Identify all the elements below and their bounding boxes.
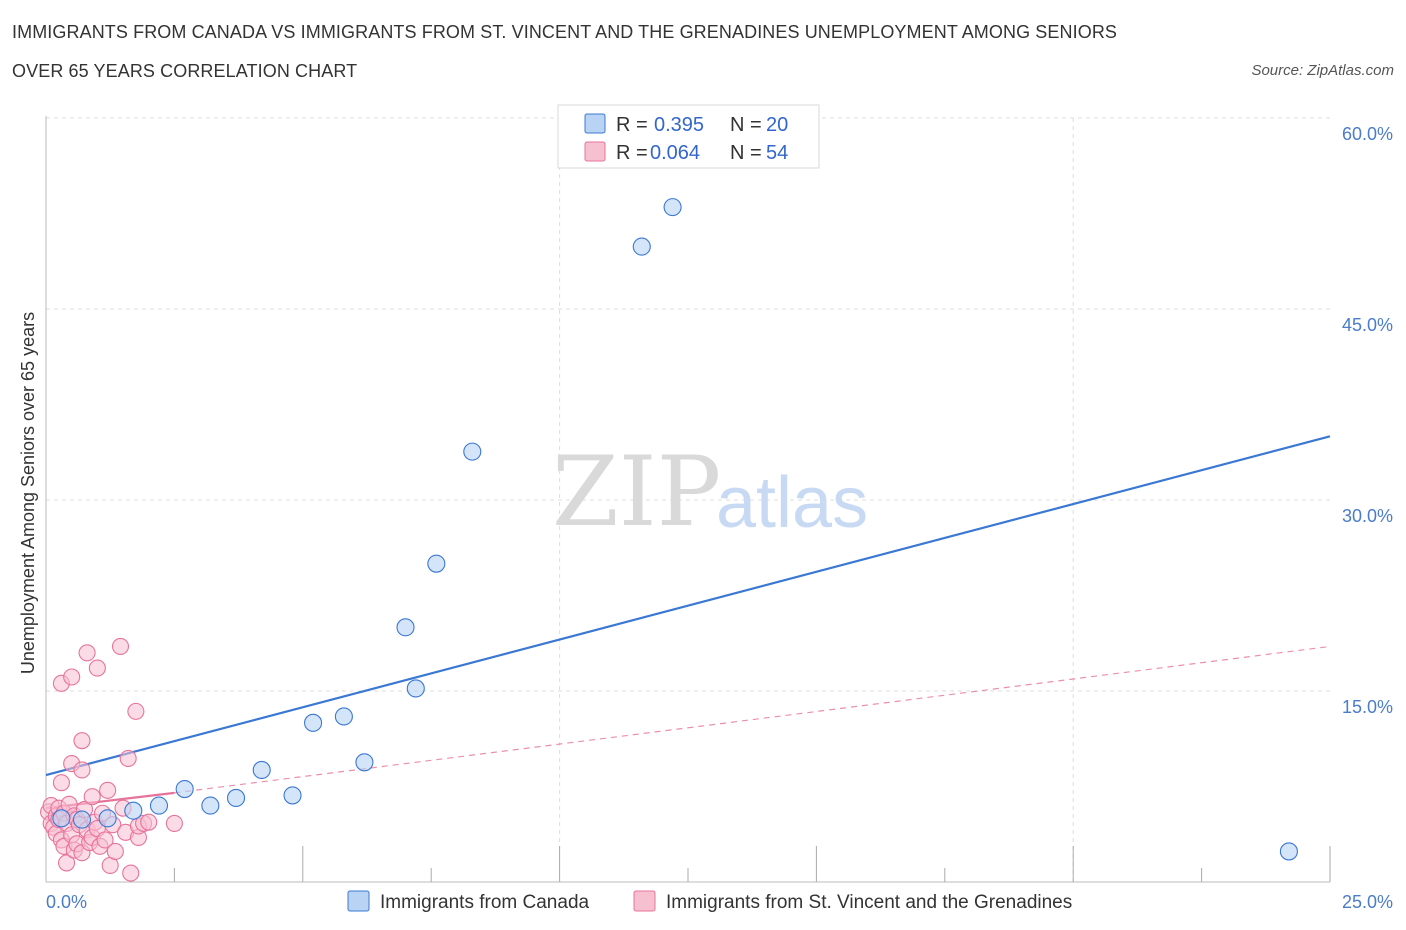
trend-line-canada (45, 435, 1331, 777)
point-canada-19 (1279, 842, 1298, 861)
point-canada-17 (632, 237, 651, 256)
series-legend-swatch-canada (347, 890, 370, 912)
legend-n-label-stvincent: N = (730, 142, 762, 164)
y-tick-labels: 15.0% 30.0% 45.0% 60.0% (1342, 124, 1393, 717)
point-stvincent-53 (165, 814, 183, 832)
point-stvincent-42 (106, 842, 124, 860)
axes (45, 116, 1331, 883)
source-attribution: Source: ZipAtlas.com (1251, 62, 1394, 79)
point-canada-10 (304, 713, 323, 732)
point-stvincent-28 (78, 644, 96, 662)
point-canada-15 (427, 554, 446, 573)
chart-title-line-1: IMMIGRANTS FROM CANADA VS IMMIGRANTS FRO… (12, 22, 1118, 42)
x-tick-label-max: 25.0% (1342, 892, 1393, 912)
legend-swatch-stvincent (584, 141, 606, 162)
legend-r-label-stvincent: R = (616, 142, 648, 164)
y-tick-label-2: 45.0% (1342, 315, 1393, 335)
data-points (40, 198, 1298, 882)
legend-r-label-canada: R = (616, 114, 648, 136)
chart-title-line-2: OVER 65 YEARS CORRELATION CHART (12, 61, 358, 81)
point-canada-7 (226, 788, 246, 808)
point-stvincent-9 (52, 774, 70, 792)
point-canada-2 (98, 809, 117, 828)
point-stvincent-24 (73, 732, 91, 750)
correlation-legend: R = 0.395 N = 20 R = 0.064 N = 54 (557, 104, 820, 169)
point-canada-6 (201, 796, 220, 815)
point-stvincent-14 (57, 854, 76, 872)
point-canada-9 (283, 786, 302, 805)
point-stvincent-38 (96, 831, 114, 849)
point-canada-1 (72, 810, 92, 829)
legend-r-value-stvincent: 0.064 (650, 142, 700, 164)
point-stvincent-31 (83, 788, 101, 806)
point-canada-4 (149, 796, 169, 815)
legend-n-label-canada: N = (730, 114, 762, 136)
watermark-atlas: atlas (716, 463, 868, 543)
point-stvincent-47 (122, 864, 140, 882)
point-stvincent-34 (88, 659, 106, 677)
point-canada-8 (252, 760, 271, 779)
legend-n-value-stvincent: 54 (766, 142, 788, 164)
point-canada-18 (663, 198, 682, 217)
legend-r-value-canada: 0.395 (654, 114, 704, 136)
trend-line-stvincent-extended (174, 645, 1331, 794)
y-tick-label-3: 60.0% (1342, 124, 1393, 144)
point-canada-16 (463, 442, 482, 461)
legend-swatch-canada (584, 113, 606, 134)
point-stvincent-43 (111, 637, 130, 655)
series-legend-swatch-stvincent (633, 890, 656, 912)
point-canada-11 (334, 707, 353, 726)
watermark: ZIP atlas (552, 436, 868, 548)
legend-n-value-canada: 20 (766, 114, 788, 136)
point-canada-12 (355, 753, 374, 772)
point-stvincent-16 (63, 668, 81, 686)
series-legend: Immigrants from Canada Immigrants from S… (347, 890, 1072, 913)
point-stvincent-39 (99, 781, 117, 799)
point-canada-3 (124, 801, 143, 820)
series-legend-label-canada: Immigrants from Canada (380, 892, 590, 913)
watermark-zip: ZIP (552, 436, 721, 548)
point-canada-13 (396, 618, 415, 637)
y-axis-label: Unemployment Among Seniors over 65 years (18, 312, 38, 674)
point-stvincent-25 (73, 761, 91, 779)
y-tick-label-0: 15.0% (1342, 697, 1393, 717)
point-stvincent-48 (127, 702, 145, 720)
point-canada-5 (175, 779, 194, 799)
point-canada-14 (406, 679, 425, 698)
series-legend-label-stvincent: Immigrants from St. Vincent and the Gren… (666, 892, 1072, 913)
point-canada-0 (52, 809, 71, 828)
y-tick-label-1: 30.0% (1342, 506, 1393, 526)
x-tick-label-min: 0.0% (46, 892, 87, 912)
point-stvincent-52 (140, 813, 158, 831)
point-stvincent-46 (119, 749, 137, 768)
